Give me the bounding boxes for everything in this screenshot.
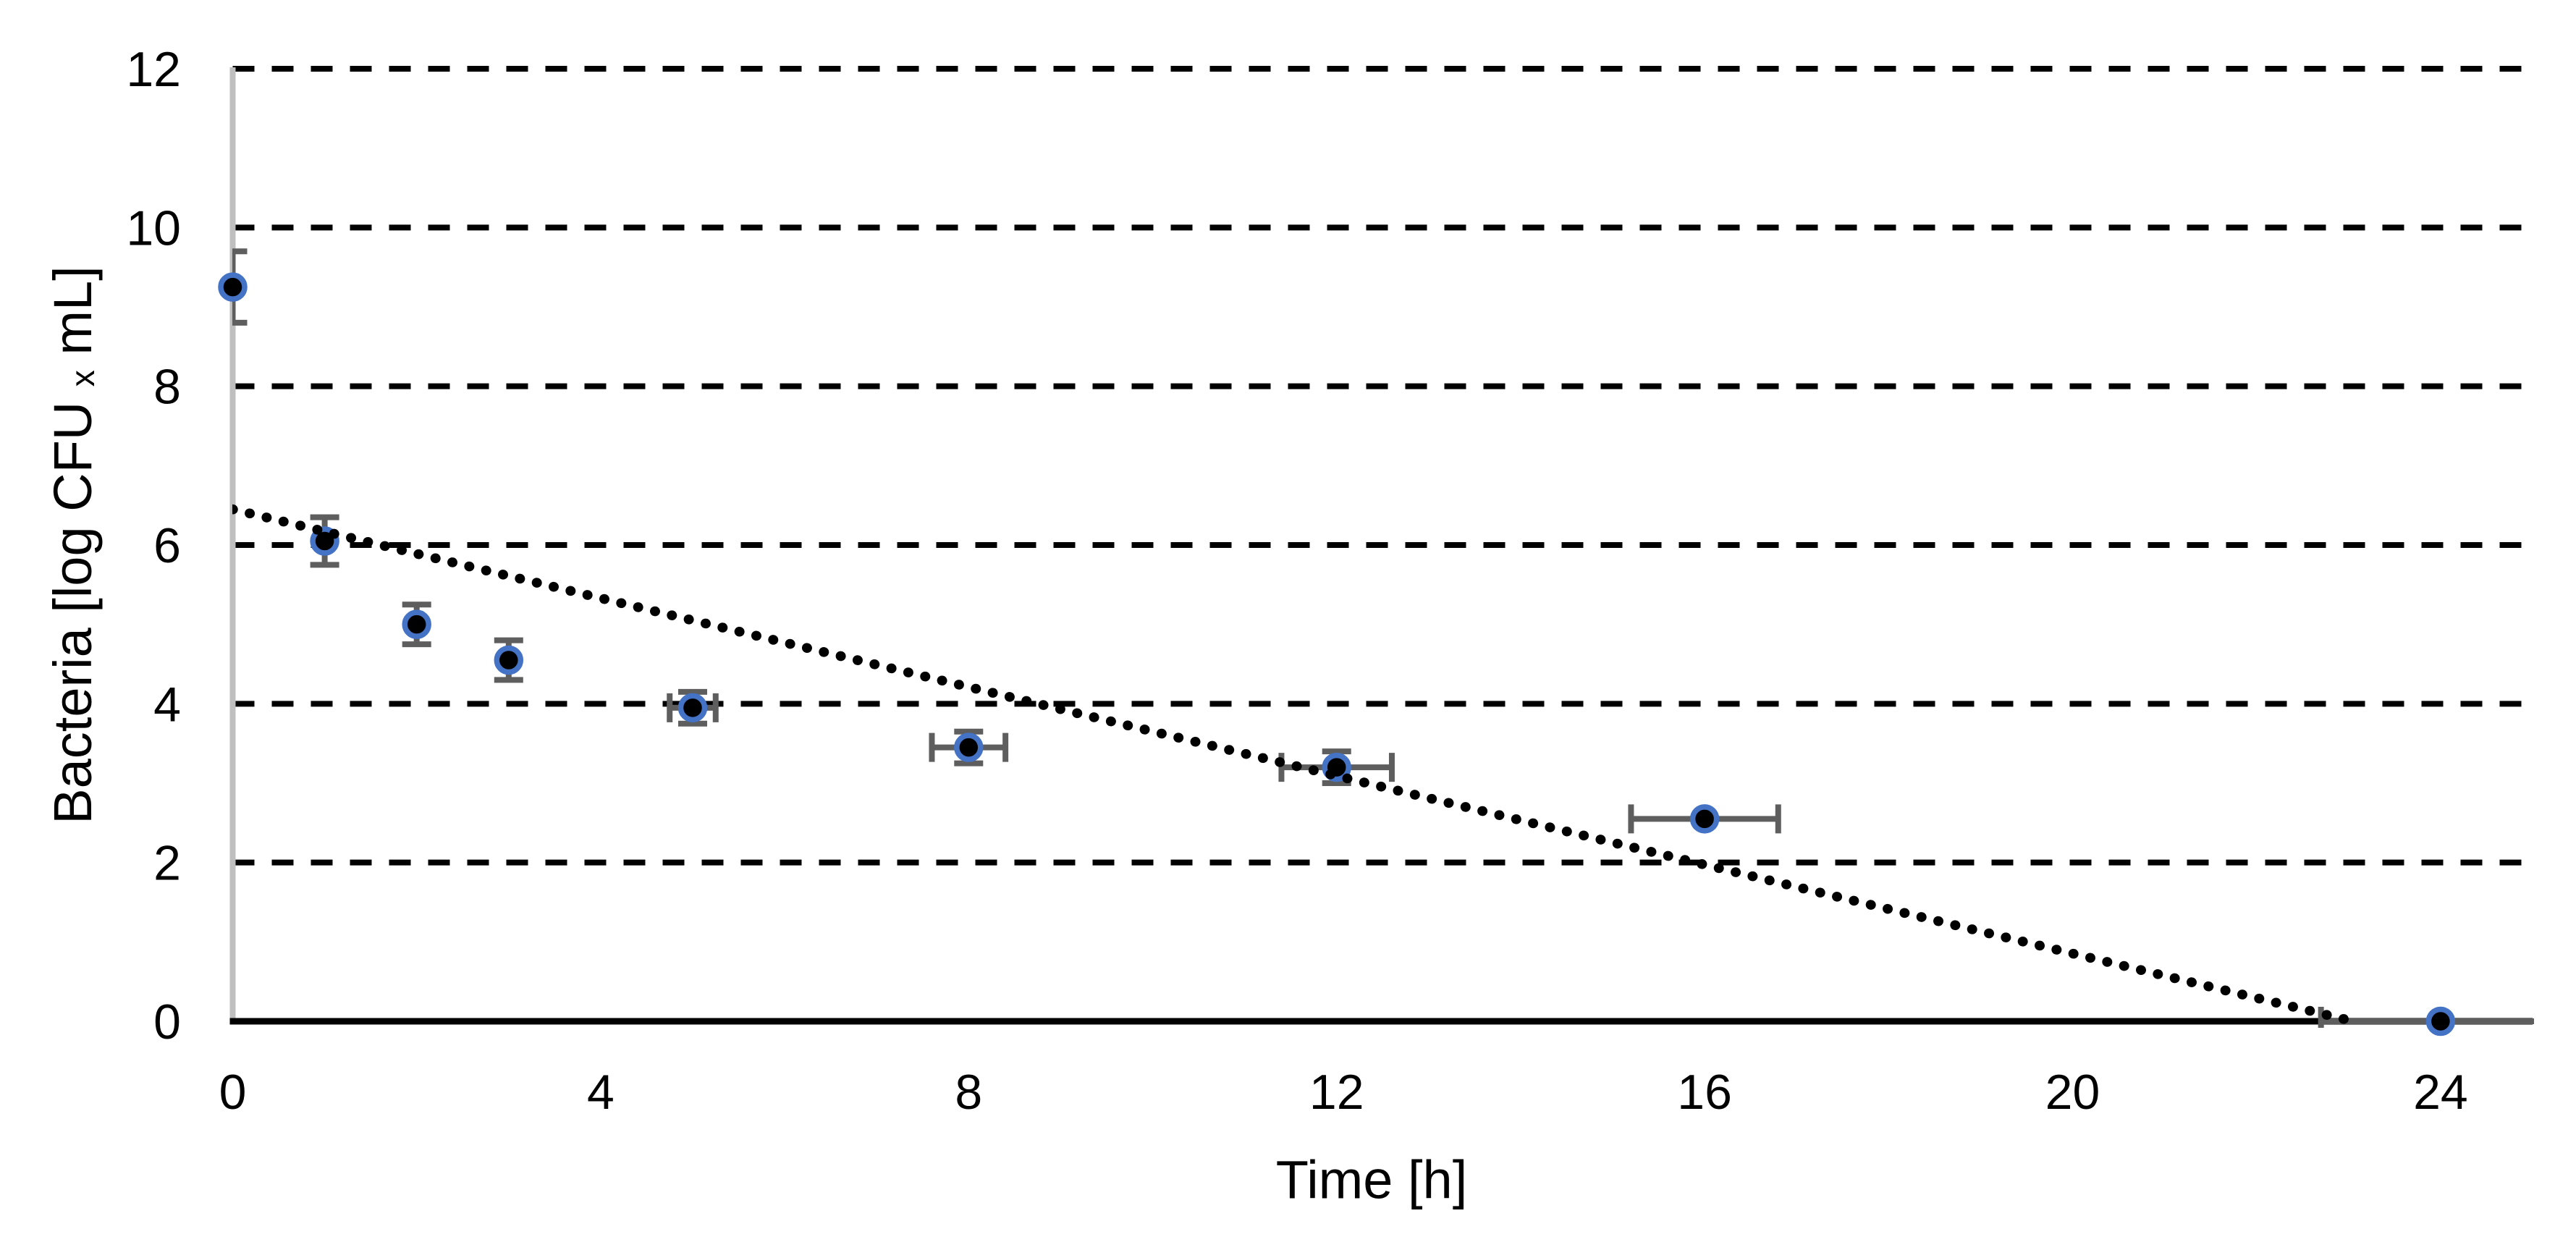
y-tick-label-8: 8 (153, 360, 181, 415)
x-tick-label-16: 16 (1677, 1065, 1732, 1120)
x-tick-label-24: 24 (2413, 1065, 2468, 1120)
axis-lines (229, 67, 2533, 1025)
x-tick-label-12: 12 (1309, 1065, 1364, 1120)
y-tick-label-12: 12 (126, 42, 181, 97)
x-tick-label-20: 20 (2045, 1065, 2100, 1120)
trendline-group (232, 504, 2358, 1026)
y-tick-label-6: 6 (153, 518, 181, 573)
x-tick-labels: 0 4 8 12 16 20 24 (219, 1065, 2468, 1120)
gridlines (232, 66, 2533, 866)
y-tick-label-10: 10 (126, 200, 181, 256)
data-point-x24 (2425, 1006, 2456, 1036)
data-point-x8 (954, 732, 984, 762)
trendline (232, 504, 2358, 1026)
x-tick-label-4: 4 (587, 1065, 615, 1120)
y-axis-title: Bacteria [log CFU x mL] (43, 266, 113, 824)
error-bars (232, 248, 2534, 1028)
data-point-x16 (1689, 804, 1720, 834)
data-point-x0 (218, 272, 248, 302)
y-axis-title-subscript: x (64, 370, 101, 387)
y-tick-label-0: 0 (153, 994, 181, 1050)
y-axis-title-suffix: mL] (43, 266, 103, 355)
x-tick-label-8: 8 (955, 1065, 982, 1120)
y-tick-label-2: 2 (153, 836, 181, 891)
y-tick-label-4: 4 (153, 677, 181, 732)
x-axis-title: Time [h] (1276, 1150, 1468, 1210)
data-point-x3 (494, 645, 524, 675)
data-point-x2 (402, 609, 431, 639)
y-tick-labels: 0 2 4 6 8 10 12 (126, 42, 181, 1050)
data-point-x5 (677, 693, 708, 723)
y-axis-title-prefix: Bacteria [log CFU (43, 402, 103, 824)
data-points (218, 272, 2456, 1036)
x-tick-label-0: 0 (219, 1065, 247, 1120)
